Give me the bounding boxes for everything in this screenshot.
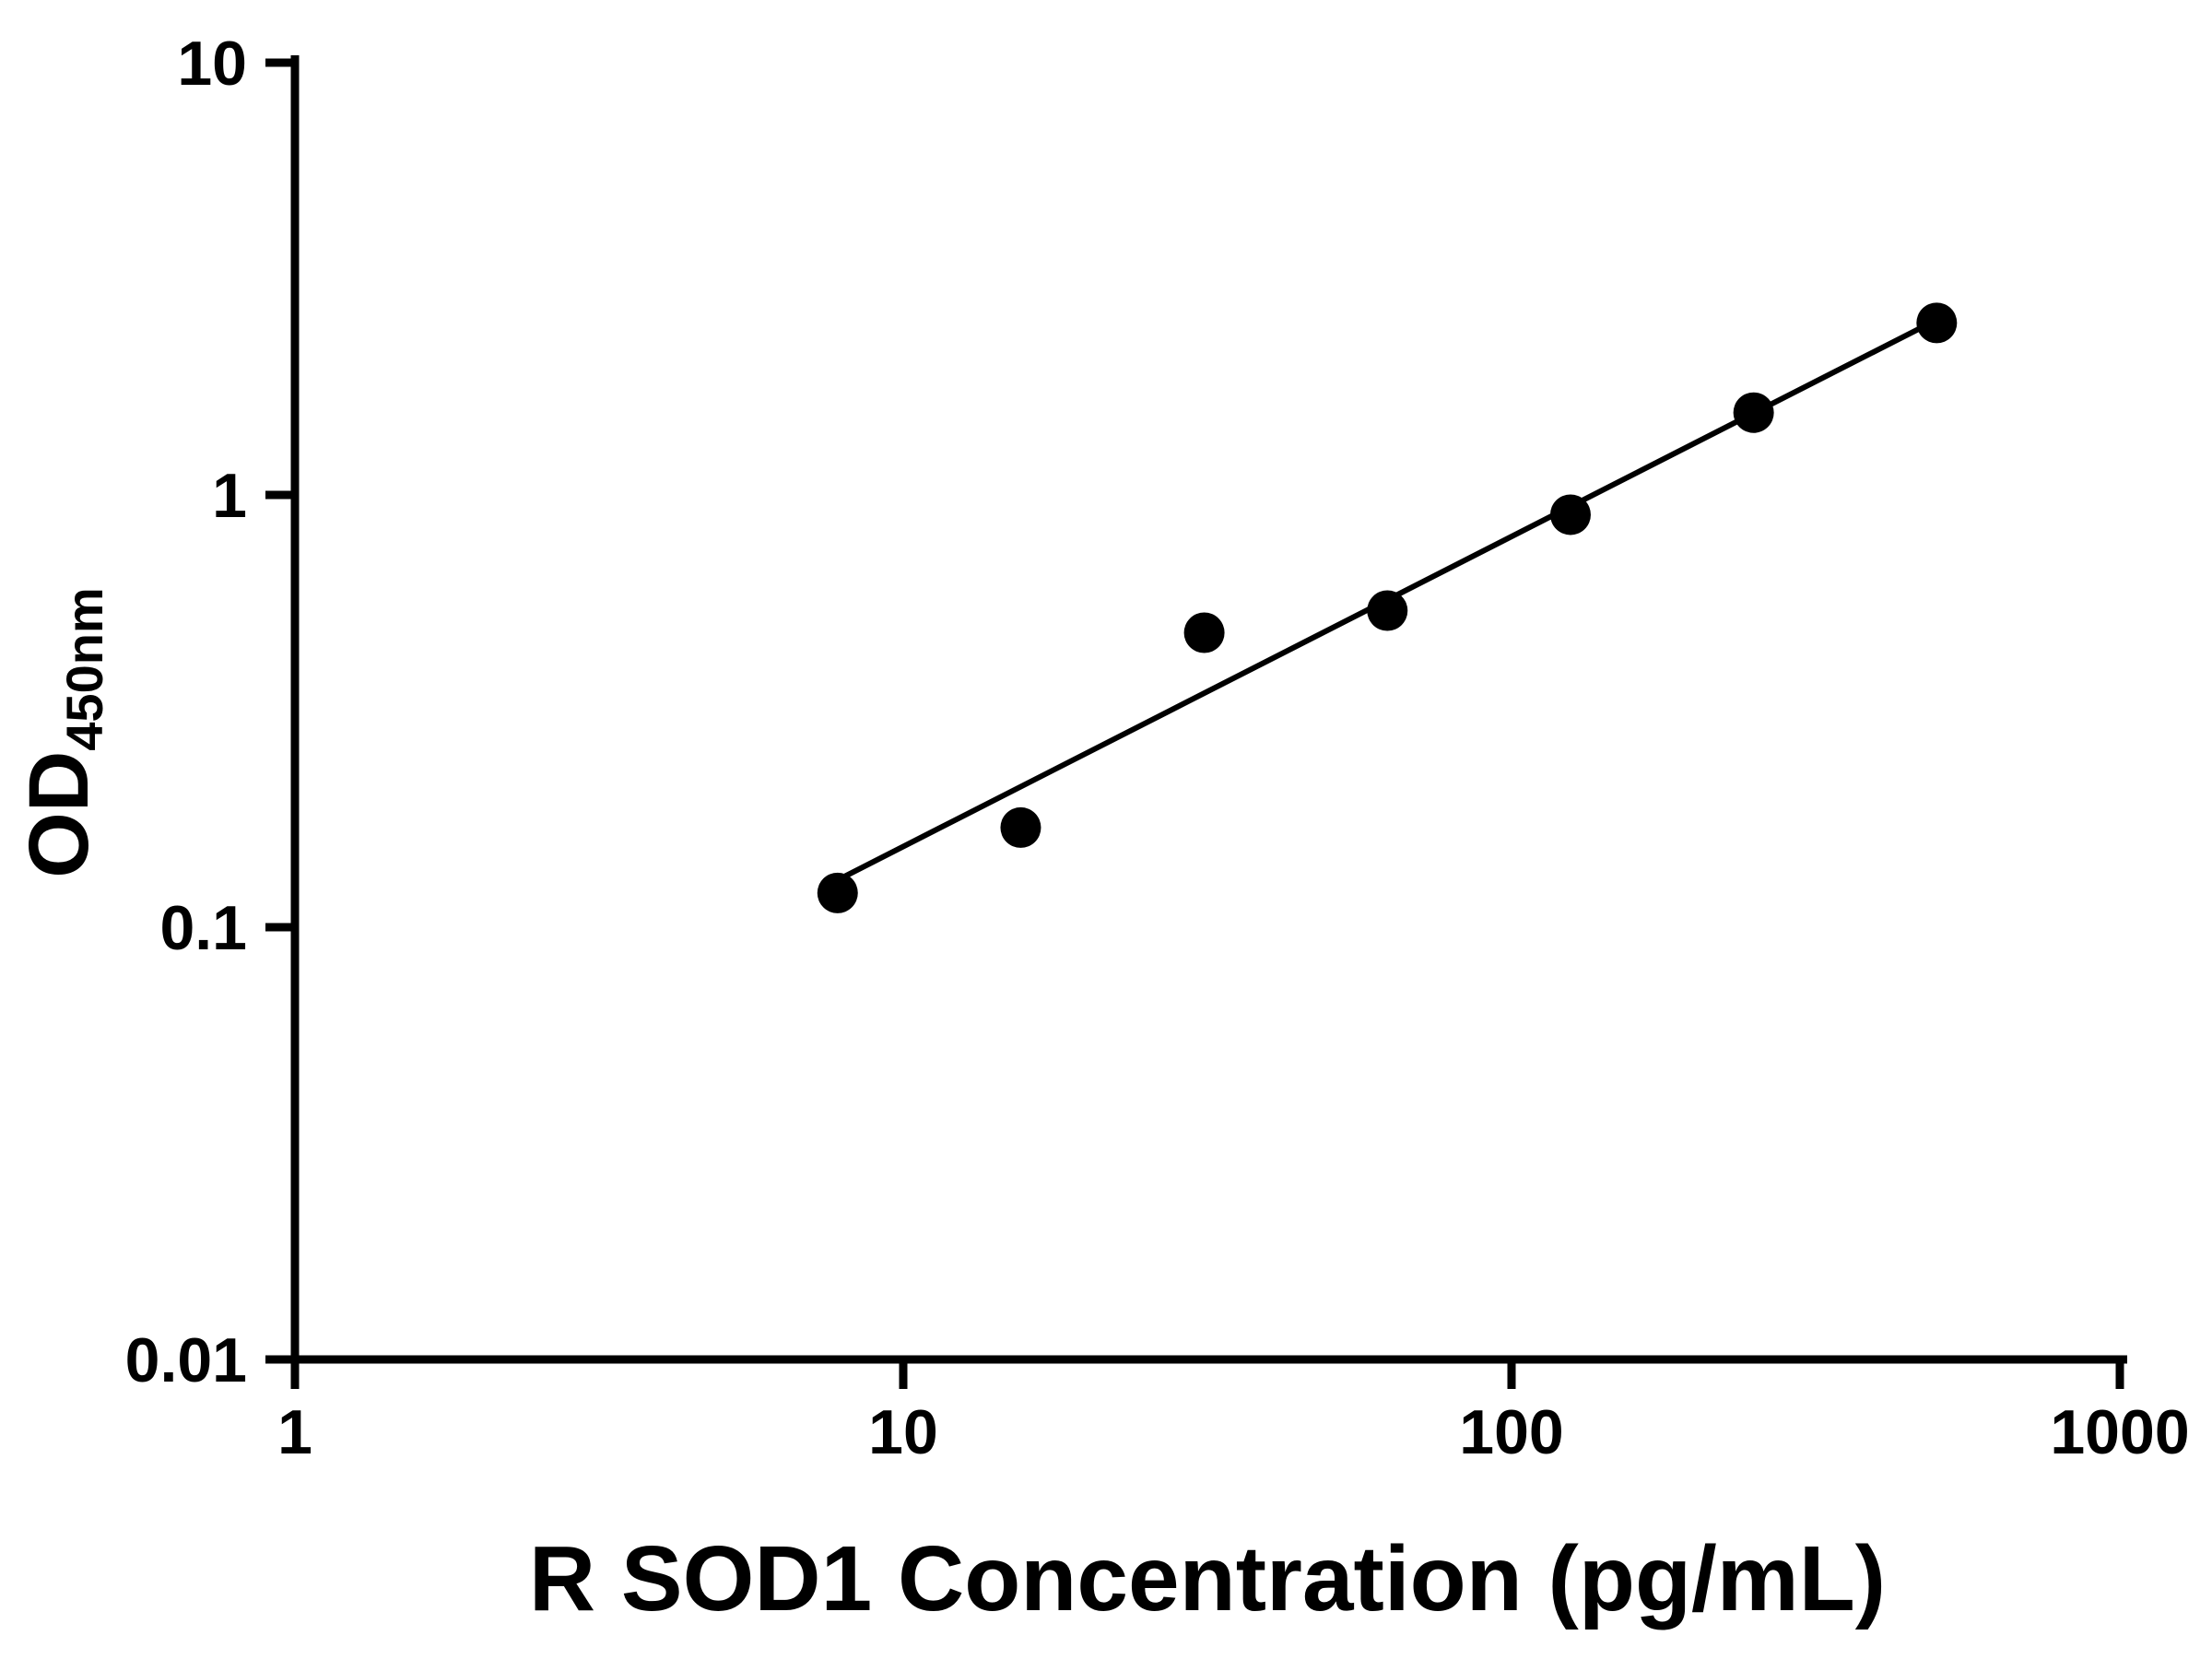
data-point — [1367, 590, 1408, 631]
axis-ticks: 1 10 100 1000 0.01 0.1 1 10 — [125, 29, 2190, 1467]
plot-area — [817, 302, 1958, 913]
y-axis-label-main: OD — [12, 751, 106, 878]
x-tick-label: 100 — [1459, 1397, 1563, 1467]
x-tick-label: 1000 — [2050, 1397, 2189, 1467]
y-tick-label: 10 — [177, 29, 247, 99]
x-tick-label: 10 — [868, 1397, 938, 1467]
data-point — [1183, 612, 1225, 653]
x-axis-label: R SOD1 Concentration (pg/mL) — [529, 1527, 1886, 1630]
data-point — [817, 872, 858, 913]
data-point — [1549, 494, 1591, 535]
y-axis-label: OD450nm — [12, 587, 113, 877]
data-point — [1916, 302, 1958, 344]
y-tick-label: 0.1 — [159, 893, 247, 963]
data-point — [1733, 392, 1774, 433]
data-point — [1000, 806, 1041, 848]
axes — [290, 55, 2127, 1364]
axis-spines — [290, 55, 2127, 1364]
y-tick-label: 1 — [212, 461, 247, 531]
y-tick-label: 0.01 — [125, 1325, 247, 1395]
x-tick-label: 1 — [277, 1397, 312, 1467]
y-axis-label-sub: 450nm — [55, 587, 113, 750]
